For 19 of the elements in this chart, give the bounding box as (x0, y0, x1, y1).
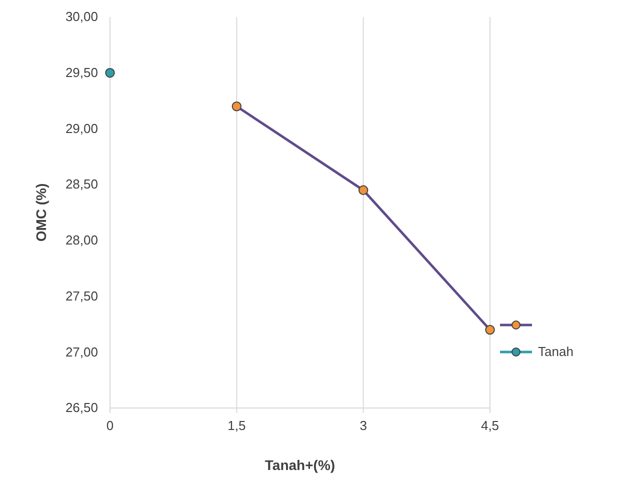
x-axis-title: Tanah+(%) (264, 457, 336, 473)
x-tick-label: 1,5 (228, 418, 246, 434)
point (485, 324, 495, 335)
y-tick-label: 28,00 (65, 232, 98, 248)
y-tick-label: 28,50 (65, 176, 98, 192)
y-tick-label: 29,50 (65, 65, 98, 80)
y-tick-label: 27,00 (65, 344, 98, 360)
point (358, 185, 368, 196)
x-tick-label: 0 (106, 418, 114, 434)
point (232, 102, 242, 112)
y-tick-label: 27,50 (65, 288, 98, 304)
x-tick-label: 3 (360, 418, 367, 434)
point (105, 68, 115, 78)
y-tick-label: 30,00 (65, 9, 98, 24)
legend-label: Tanah (538, 344, 574, 359)
y-tick-label: 26,50 (65, 400, 98, 416)
y-tick-label: 29,00 (65, 120, 98, 136)
y-axis-title: OMC (%) (33, 183, 49, 242)
x-tick-label: 4,5 (480, 418, 500, 434)
